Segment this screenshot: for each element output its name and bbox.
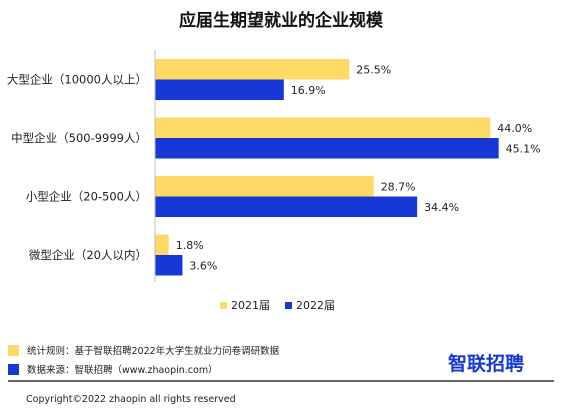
bar-2022届-3 — [155, 255, 183, 276]
bar-2022届-0 — [155, 79, 284, 100]
category-label: 中型企业（500-9999人） — [11, 131, 147, 145]
bar-2021届-0 — [155, 59, 350, 80]
category-label: 大型企业（10000人以上） — [7, 73, 147, 87]
data-label: 45.1% — [506, 142, 541, 155]
bar-2022届-1 — [155, 138, 499, 159]
data-label: 44.0% — [497, 122, 532, 135]
legend-label: 2021届 — [231, 299, 270, 312]
bar-2021届-3 — [155, 234, 169, 255]
category-label: 小型企业（20-500人） — [26, 190, 147, 204]
category-label: 微型企业（20人以内） — [29, 248, 147, 262]
footer-notes: 统计规则：基于智联招聘2022年大学生就业力问卷调研数据数据来源：智联招聘（ww… — [8, 345, 280, 376]
copyright-text: Copyright©2022 zhaopin all rights reserv… — [26, 394, 236, 405]
data-label: 34.4% — [424, 201, 459, 214]
legend: 2021届 2022届 — [220, 299, 335, 312]
footer-swatch — [8, 345, 19, 356]
legend-swatch — [285, 302, 292, 309]
chart-title: 应届生期望就业的企业规模 — [179, 10, 384, 31]
data-label: 3.6% — [189, 259, 217, 272]
footer-swatch — [8, 364, 19, 375]
footer-note: 统计规则：基于智联招聘2022年大学生就业力问卷调研数据 — [27, 345, 280, 357]
bar-2021届-2 — [155, 176, 374, 197]
legend-label: 2022届 — [296, 299, 335, 312]
plot-area: 大型企业（10000人以上） 25.5% 16.9% 中型企业（500-9999人） 4… — [7, 59, 541, 276]
bar-2021届-1 — [155, 117, 491, 138]
data-label: 1.8% — [176, 239, 204, 252]
data-label: 28.7% — [381, 180, 416, 193]
data-label: 25.5% — [356, 63, 391, 76]
data-label: 16.9% — [291, 84, 326, 97]
legend-swatch — [220, 302, 227, 309]
footer: 统计规则：基于智联招聘2022年大学生就业力问卷调研数据数据来源：智联招聘（ww… — [8, 345, 554, 405]
bar-2022届-2 — [155, 196, 418, 217]
brand-logo: 智联招聘 — [448, 352, 524, 375]
footer-note: 数据来源：智联招聘（www.zhaopin.com） — [27, 364, 218, 376]
